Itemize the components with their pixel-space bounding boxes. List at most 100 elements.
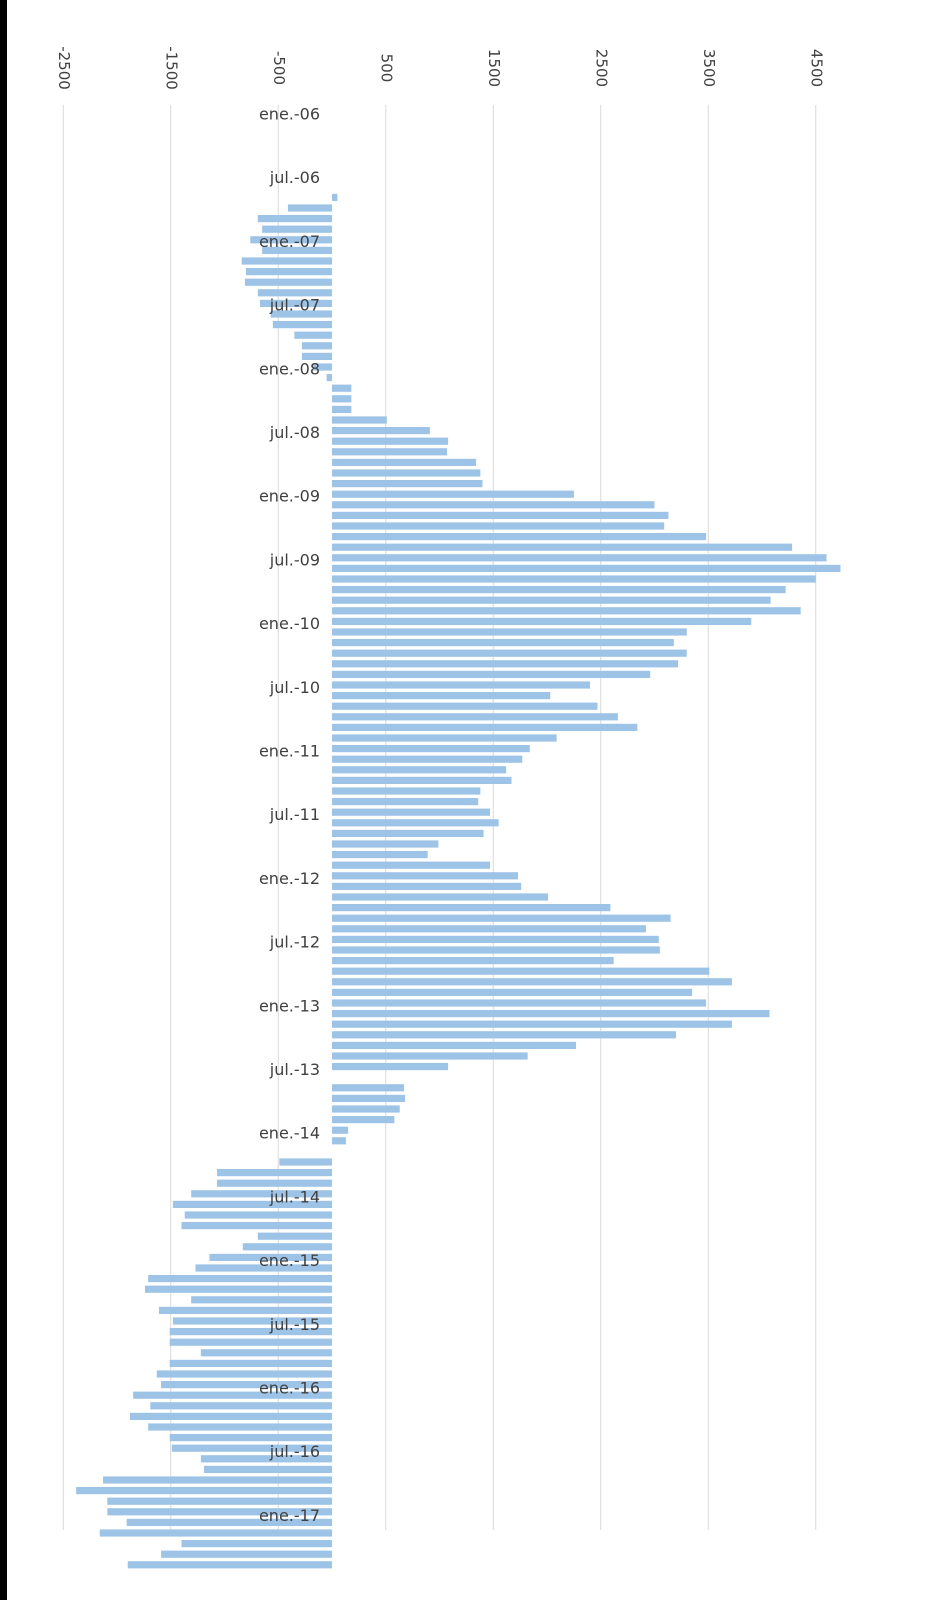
bar xyxy=(332,660,679,668)
bar xyxy=(332,914,671,922)
gridlines xyxy=(62,105,817,1530)
bar xyxy=(172,1200,332,1208)
bar xyxy=(332,575,816,583)
bar xyxy=(332,1116,395,1124)
value-axis-tick-labels: -2500 -1500 -500 500 1500 2500 3500 4500 xyxy=(55,46,826,90)
bar xyxy=(172,1317,332,1325)
bar xyxy=(332,480,483,488)
bar xyxy=(191,1296,332,1304)
bar xyxy=(332,829,484,837)
bar xyxy=(204,1465,332,1473)
bar xyxy=(133,1391,332,1399)
bar xyxy=(246,268,332,276)
category-label: jul.-15 xyxy=(269,1315,320,1334)
left-border xyxy=(0,0,7,1600)
bar xyxy=(257,1232,332,1240)
bar xyxy=(169,1338,332,1346)
category-label: ene.-11 xyxy=(259,742,320,761)
bar xyxy=(332,1094,406,1102)
bar xyxy=(332,861,491,869)
value-tick-label: -1500 xyxy=(162,46,180,90)
bar xyxy=(216,1169,332,1177)
bar xyxy=(312,363,332,371)
bar xyxy=(332,978,732,986)
category-label: ene.-17 xyxy=(259,1506,320,1525)
bar xyxy=(332,1052,528,1060)
bar xyxy=(156,1370,332,1378)
bar xyxy=(332,755,523,763)
category-label: ene.-13 xyxy=(259,996,320,1015)
bar xyxy=(332,808,491,816)
bar xyxy=(332,787,481,795)
bar xyxy=(257,215,332,223)
bar xyxy=(148,1423,332,1431)
bar xyxy=(332,501,655,509)
category-label: jul.-09 xyxy=(269,550,320,569)
bar xyxy=(332,702,598,710)
category-axis-labels: ene.-06 jul.-06 ene.-07 jul.-07 ene.-08 jul.-… xyxy=(259,105,320,1525)
bar xyxy=(332,893,549,901)
bar xyxy=(171,1444,332,1452)
bar xyxy=(270,310,332,318)
bar xyxy=(332,1137,346,1145)
bar xyxy=(332,437,449,445)
bar xyxy=(184,1211,332,1219)
category-label: jul.-07 xyxy=(269,296,320,315)
category-label: ene.-08 xyxy=(259,359,320,378)
bar xyxy=(262,225,332,233)
bar xyxy=(169,1434,332,1442)
bar xyxy=(169,1359,332,1367)
bars xyxy=(76,193,841,1569)
value-tick-label: -500 xyxy=(270,51,288,85)
bar xyxy=(332,384,352,392)
bar xyxy=(332,904,611,912)
bar xyxy=(279,1158,332,1166)
bar xyxy=(181,1222,332,1230)
bar xyxy=(332,511,669,519)
bar xyxy=(294,331,332,339)
category-label: jul.-16 xyxy=(269,1442,320,1461)
bar xyxy=(332,840,439,848)
bar xyxy=(272,321,332,329)
category-label: ene.-09 xyxy=(259,487,320,506)
bar xyxy=(150,1402,332,1410)
bar xyxy=(332,1010,770,1018)
bar xyxy=(332,427,430,435)
category-label: jul.-13 xyxy=(269,1060,320,1079)
bar xyxy=(332,490,574,498)
bar xyxy=(216,1179,332,1187)
category-label: jul.-14 xyxy=(269,1187,320,1206)
bar xyxy=(332,681,590,689)
bar xyxy=(332,1020,732,1028)
bar xyxy=(301,342,332,350)
bar xyxy=(332,670,651,678)
bar xyxy=(107,1497,332,1505)
bar xyxy=(332,543,793,551)
bar xyxy=(332,776,512,784)
bar xyxy=(332,1105,400,1113)
bar xyxy=(200,1349,332,1357)
bar xyxy=(99,1529,332,1537)
bar xyxy=(332,395,352,403)
bar xyxy=(127,1561,332,1569)
bar xyxy=(332,586,786,594)
bar xyxy=(262,246,332,254)
bar xyxy=(126,1518,332,1526)
bar xyxy=(332,999,707,1007)
bar xyxy=(129,1412,332,1420)
bar xyxy=(209,1253,332,1261)
bar xyxy=(332,628,687,636)
bar xyxy=(332,596,771,604)
bar xyxy=(332,734,557,742)
bar xyxy=(332,1031,676,1039)
category-label: ene.-07 xyxy=(259,232,320,251)
bar xyxy=(332,469,481,477)
bar xyxy=(287,204,332,212)
value-tick-label: 3500 xyxy=(700,49,718,87)
category-label: jul.-10 xyxy=(269,678,320,697)
bar xyxy=(191,1190,332,1198)
bar xyxy=(332,692,551,700)
bar xyxy=(332,617,752,625)
bar xyxy=(332,416,387,424)
bar xyxy=(332,798,479,806)
